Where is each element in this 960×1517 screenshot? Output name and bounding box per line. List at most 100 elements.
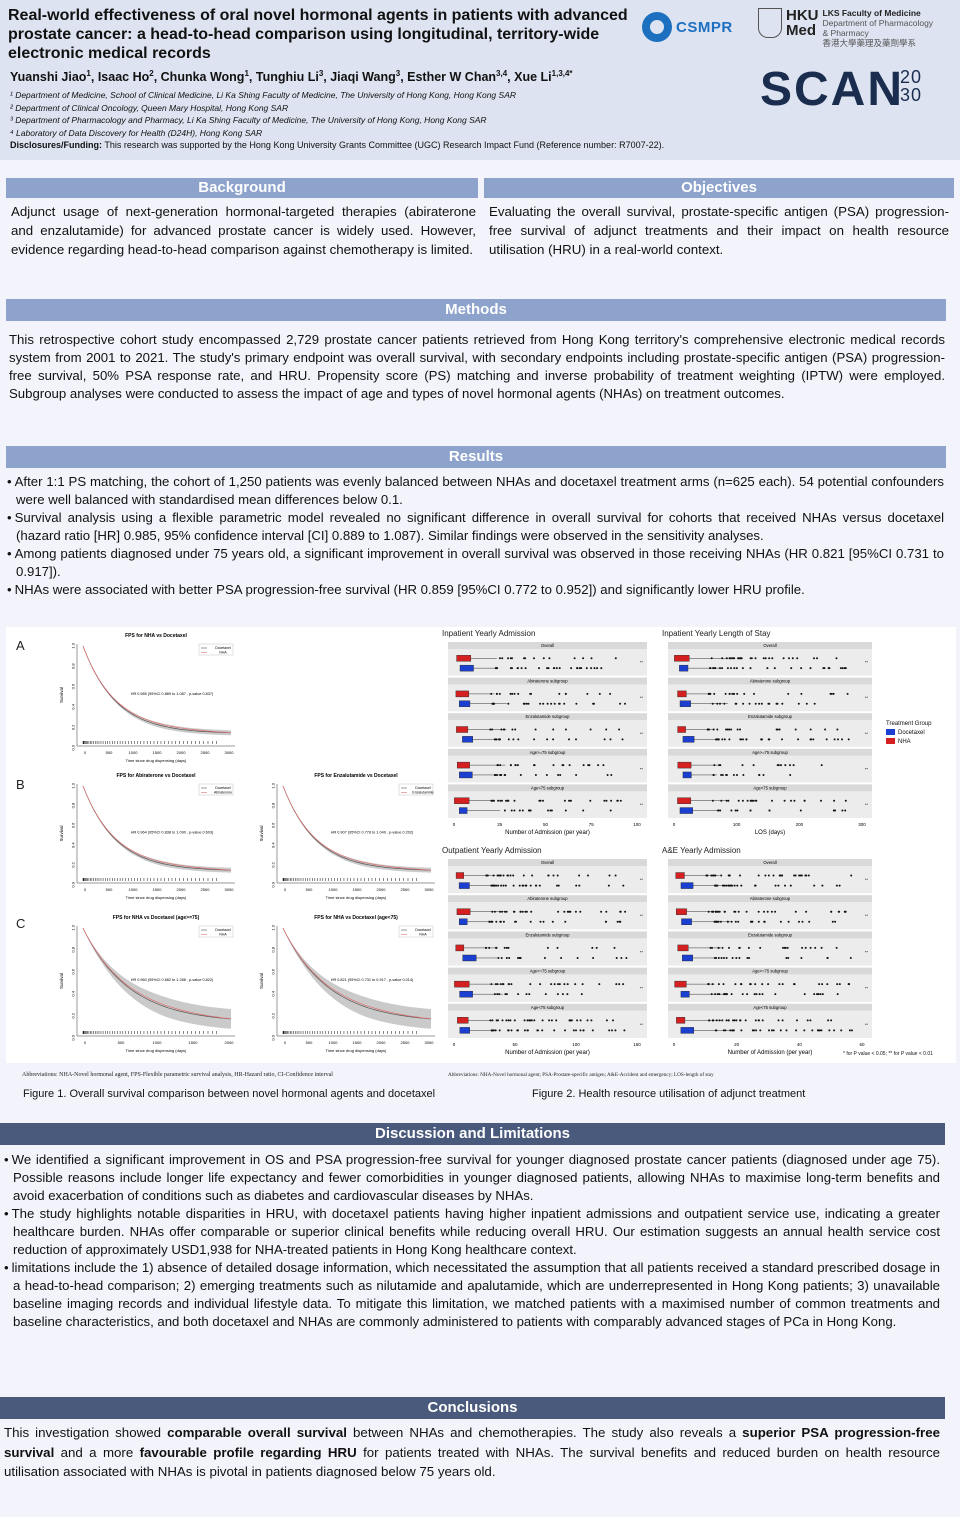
hru-outlier-point	[755, 799, 758, 802]
km-y-tick-label: 1.0	[71, 924, 76, 930]
hru-x-tick-label: 50	[543, 822, 549, 827]
hru-outlier-point	[784, 764, 787, 767]
hru-outlier-point	[816, 657, 818, 660]
hru-outlier-point	[607, 884, 610, 887]
hru-outlier-point	[766, 910, 769, 913]
hru-outlier-point	[525, 910, 528, 913]
hru-outlier-point	[553, 983, 556, 986]
author-name: Tunghiu Li	[255, 70, 319, 85]
cspmr-logo-icon	[642, 12, 672, 42]
hru-outlier-point	[781, 983, 784, 986]
hru-outlier-point	[488, 920, 491, 923]
km-y-tick-label: 0.0	[271, 1034, 276, 1040]
hru-plot-bg	[448, 866, 647, 894]
hru-outlier-point	[734, 702, 737, 705]
hru-outlier-point	[725, 728, 727, 731]
hru-outlier-point	[522, 874, 525, 877]
hru-outlier-point	[582, 764, 585, 767]
hru-outlier-point	[741, 764, 744, 767]
hru-box-nha	[677, 726, 686, 733]
km-curve-docetaxel	[82, 928, 232, 1020]
hru-outlier-point	[731, 956, 734, 959]
scan-logo-text: SCAN	[760, 63, 905, 116]
hru-outlier-point	[793, 874, 796, 877]
hru-outlier-point	[538, 667, 540, 670]
hru-outlier-point	[712, 667, 715, 670]
hru-outlier-point	[773, 667, 776, 670]
hru-outlier-point	[768, 702, 771, 705]
hru-outlier-point	[493, 773, 496, 776]
km-x-tick-label: 2500	[401, 1040, 411, 1045]
hru-box-nha	[454, 797, 470, 804]
results-bullet: NHAs were associated with better PSA pro…	[7, 581, 944, 599]
author-affiliation-index: 3	[395, 69, 401, 78]
results-heading: Results	[6, 446, 946, 468]
hru-outlier-point	[498, 1029, 501, 1032]
hru-outlier-point	[568, 799, 570, 802]
hru-outlier-point	[784, 884, 786, 887]
km-y-tick-label: 0.4	[271, 842, 276, 848]
km-curve-docetaxel	[282, 928, 432, 1020]
hru-outlier-point	[821, 884, 824, 887]
results-bullets: After 1:1 PS matching, the cohort of 1,2…	[7, 473, 944, 599]
hru-outlier-point	[722, 983, 725, 986]
hru-outlier-point	[564, 692, 567, 695]
hru-outlier-point	[519, 910, 522, 913]
author-affiliation-index: 3	[318, 69, 324, 78]
hru-outlier-point	[844, 799, 847, 802]
hru-plot-bg	[668, 755, 872, 783]
km-curve-docetaxel	[82, 645, 232, 734]
hru-box-nha	[456, 655, 472, 662]
hru-outlier-point	[590, 1019, 593, 1022]
hru-outlier-point	[570, 1019, 573, 1022]
hru-outlier-point	[725, 799, 728, 802]
hru-outlier-point	[805, 910, 808, 913]
hru-outlier-point	[803, 1029, 806, 1032]
hru-outlier-point	[718, 993, 721, 996]
hru-outlier-point	[542, 920, 545, 923]
hru-outlier-point	[821, 993, 824, 996]
hru-outlier-point	[757, 910, 760, 913]
hru-box-docetaxel	[680, 1027, 695, 1034]
hru-strip-label: Age<75 subgroup	[531, 1005, 565, 1010]
author-affiliation-index: 3,4	[496, 69, 508, 78]
hru-significance-mark: **	[865, 913, 869, 918]
hru-outlier-point	[516, 764, 519, 767]
hru-outlier-point	[558, 667, 561, 670]
hru-outlier-point	[582, 657, 585, 660]
hru-outlier-point	[578, 667, 581, 670]
hru-outlier-point	[710, 874, 713, 877]
hru-outlier-point	[735, 667, 738, 670]
hru-outlier-point	[707, 983, 710, 986]
hru-outlier-point	[610, 799, 613, 802]
km-x-axis-label: Time since drug dispensing (days)	[326, 895, 387, 900]
hru-outlier-point	[711, 799, 714, 802]
hru-outlier-point	[709, 946, 712, 949]
hru-outlier-point	[559, 773, 562, 776]
km-y-axis-label: Survival	[259, 973, 264, 989]
hru-outlier-point	[510, 809, 513, 812]
hru-outlier-point	[809, 1019, 812, 1022]
hru-outlier-point	[603, 799, 606, 802]
hru-outlier-point	[722, 1029, 725, 1032]
hru-outlier-point	[789, 884, 792, 887]
hru-outlier-point	[548, 1019, 551, 1022]
hru-outlier-point	[728, 738, 731, 741]
hru-x-tick-label: 0	[673, 1042, 676, 1047]
hru-outlier-point	[711, 983, 714, 986]
hru-outlier-point	[803, 993, 806, 996]
hru-outlier-point	[491, 910, 494, 913]
hru-outlier-point	[835, 884, 838, 887]
hru-outlier-point	[558, 983, 561, 986]
km-confidence-band	[83, 786, 231, 873]
hru-outlier-point	[541, 1019, 544, 1022]
hru-outlier-point	[561, 764, 564, 767]
hru-outlier-point	[795, 1029, 798, 1032]
hru-outlier-point	[550, 1019, 553, 1022]
hru-outlier-point	[564, 920, 567, 923]
hru-outlier-point	[791, 657, 794, 660]
hru-significance-mark: **	[640, 877, 644, 882]
hru-strip-label: Age<75 subgroup	[531, 785, 565, 790]
hru-significance-mark: **	[865, 695, 869, 700]
hru-outlier-point	[493, 993, 496, 996]
